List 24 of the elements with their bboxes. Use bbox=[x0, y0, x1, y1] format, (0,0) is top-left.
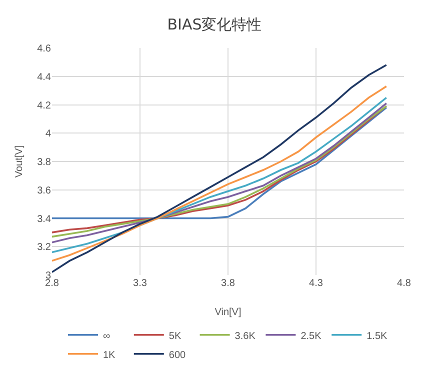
line-series bbox=[52, 64, 388, 274]
x-tick-label: 4.3 bbox=[309, 278, 324, 289]
y-tick-label: 4.6 bbox=[37, 44, 52, 54]
legend-label: 5K bbox=[168, 330, 182, 342]
y-tick-label: 4 bbox=[45, 128, 52, 140]
y-tick-label: 4.4 bbox=[37, 72, 52, 83]
x-tick-label: 4.8 bbox=[397, 278, 412, 289]
legend-label: 1.5K bbox=[366, 330, 388, 342]
y-axis-title: Vout[V] bbox=[14, 145, 25, 178]
x-tick-label: 2.8 bbox=[45, 278, 60, 289]
legend-label: ∞ bbox=[103, 330, 110, 342]
x-tick-label: 3.3 bbox=[133, 278, 148, 289]
y-tick-label: 3.6 bbox=[37, 185, 52, 196]
y-tick-label: 3.2 bbox=[37, 242, 52, 254]
legend-label: 3.6K bbox=[234, 330, 256, 342]
legend-label: 600 bbox=[168, 350, 186, 361]
x-axis-title: Vin[V] bbox=[214, 307, 242, 318]
x-tick-label: 3.8 bbox=[221, 278, 236, 289]
y-tick-label: 3.4 bbox=[37, 214, 52, 225]
y-tick-label: 3.8 bbox=[37, 157, 52, 168]
legend-label: 2.5K bbox=[300, 330, 322, 342]
legend-label: 1K bbox=[103, 350, 116, 361]
chart-title: BIAS変化特性 bbox=[167, 16, 262, 34]
y-tick-label: 4.2 bbox=[37, 100, 52, 112]
